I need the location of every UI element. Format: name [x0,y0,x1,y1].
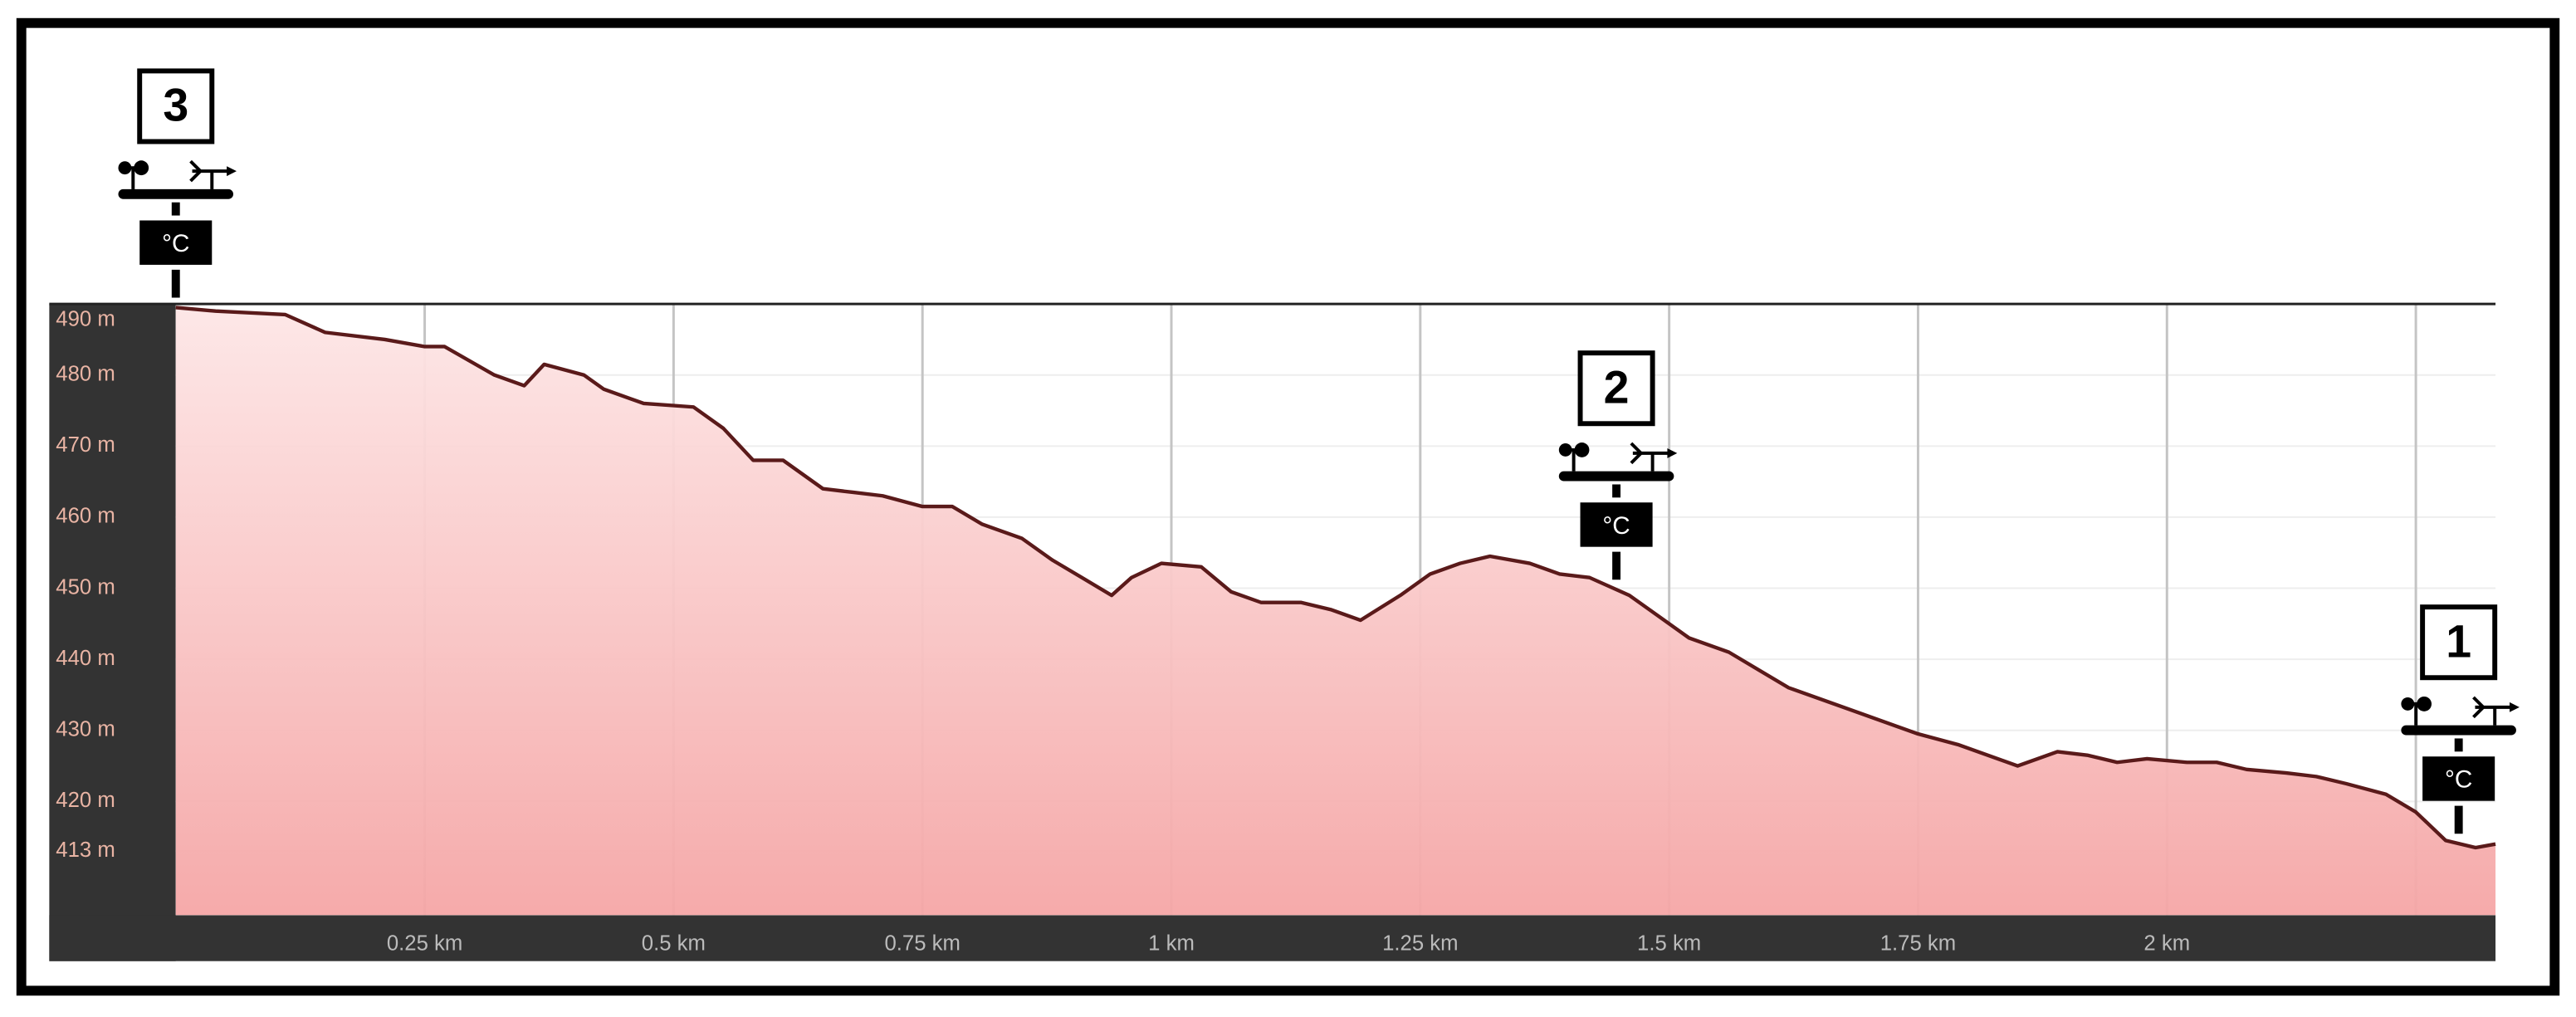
station-bar [118,188,234,199]
stem [1612,484,1621,498]
vane-tail [189,159,203,183]
x-tick-label: 1 km [1148,932,1195,956]
weather-station: 2 °C [1558,350,1678,580]
stem [1612,551,1621,580]
stem [171,269,180,298]
x-tick-label: 0.25 km [387,932,463,956]
x-axis-band [49,915,2496,961]
sensor-label: °C [162,230,189,257]
stem [2454,738,2463,752]
y-tick-label: 420 m [56,789,115,812]
vane-head [1667,447,1678,458]
sensor-label: °C [2445,766,2472,794]
station-bar [1558,471,1674,482]
y-axis-band [49,304,176,961]
series [175,306,2496,916]
x-tick-label: 1.5 km [1637,932,1701,956]
x-tick-label: 0.5 km [642,932,706,956]
stem [171,202,180,216]
sensor-box [1580,502,1653,547]
y-tick-label: 470 m [56,433,115,457]
x-tick-label: 1.75 km [1880,932,1957,956]
y-tick-label: 480 m [56,363,115,386]
x-tick-label: 2 km [2143,932,2190,956]
sensor-label: °C [1602,512,1630,540]
station-number-box [137,68,215,144]
y-tick-label: 413 m [56,839,115,862]
vane-head [2510,702,2520,712]
weather-station: 1 °C [2401,604,2520,834]
sensor-box [2422,756,2495,801]
station-number: 2 [1604,361,1630,413]
station-number: 3 [163,80,188,131]
y-tick-label: 430 m [56,718,115,741]
frame [16,17,2560,996]
weather-station: 3 °C [118,68,237,298]
stations: 3 °C 2 °C 1 °C [118,68,2520,834]
vane-tail [2472,696,2486,719]
ticks: 490 m 480 m 470 m 460 m 450 m 440 m 430 m 420 m… [56,308,2190,956]
y-tick-label: 440 m [56,647,115,670]
vane-head [227,166,237,177]
station-number-box [2420,604,2498,681]
station-number-box [1577,350,1655,427]
x-tick-label: 1.25 km [1382,932,1459,956]
sensor-box [139,220,213,265]
station-number: 1 [2446,615,2471,667]
y-tick-label: 460 m [56,505,115,528]
area-fill [175,307,2496,916]
elevation-line [175,306,2496,850]
station-bar [2401,725,2516,736]
y-tick-label: 490 m [56,308,115,331]
x-tick-label: 0.75 km [884,932,961,956]
stem [2454,805,2463,834]
y-tick-label: 450 m [56,575,115,599]
vane-tail [1630,442,1644,465]
